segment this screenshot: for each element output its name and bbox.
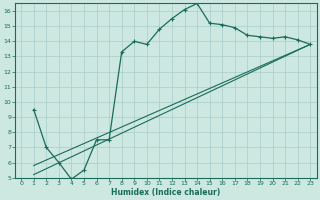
X-axis label: Humidex (Indice chaleur): Humidex (Indice chaleur) xyxy=(111,188,220,197)
